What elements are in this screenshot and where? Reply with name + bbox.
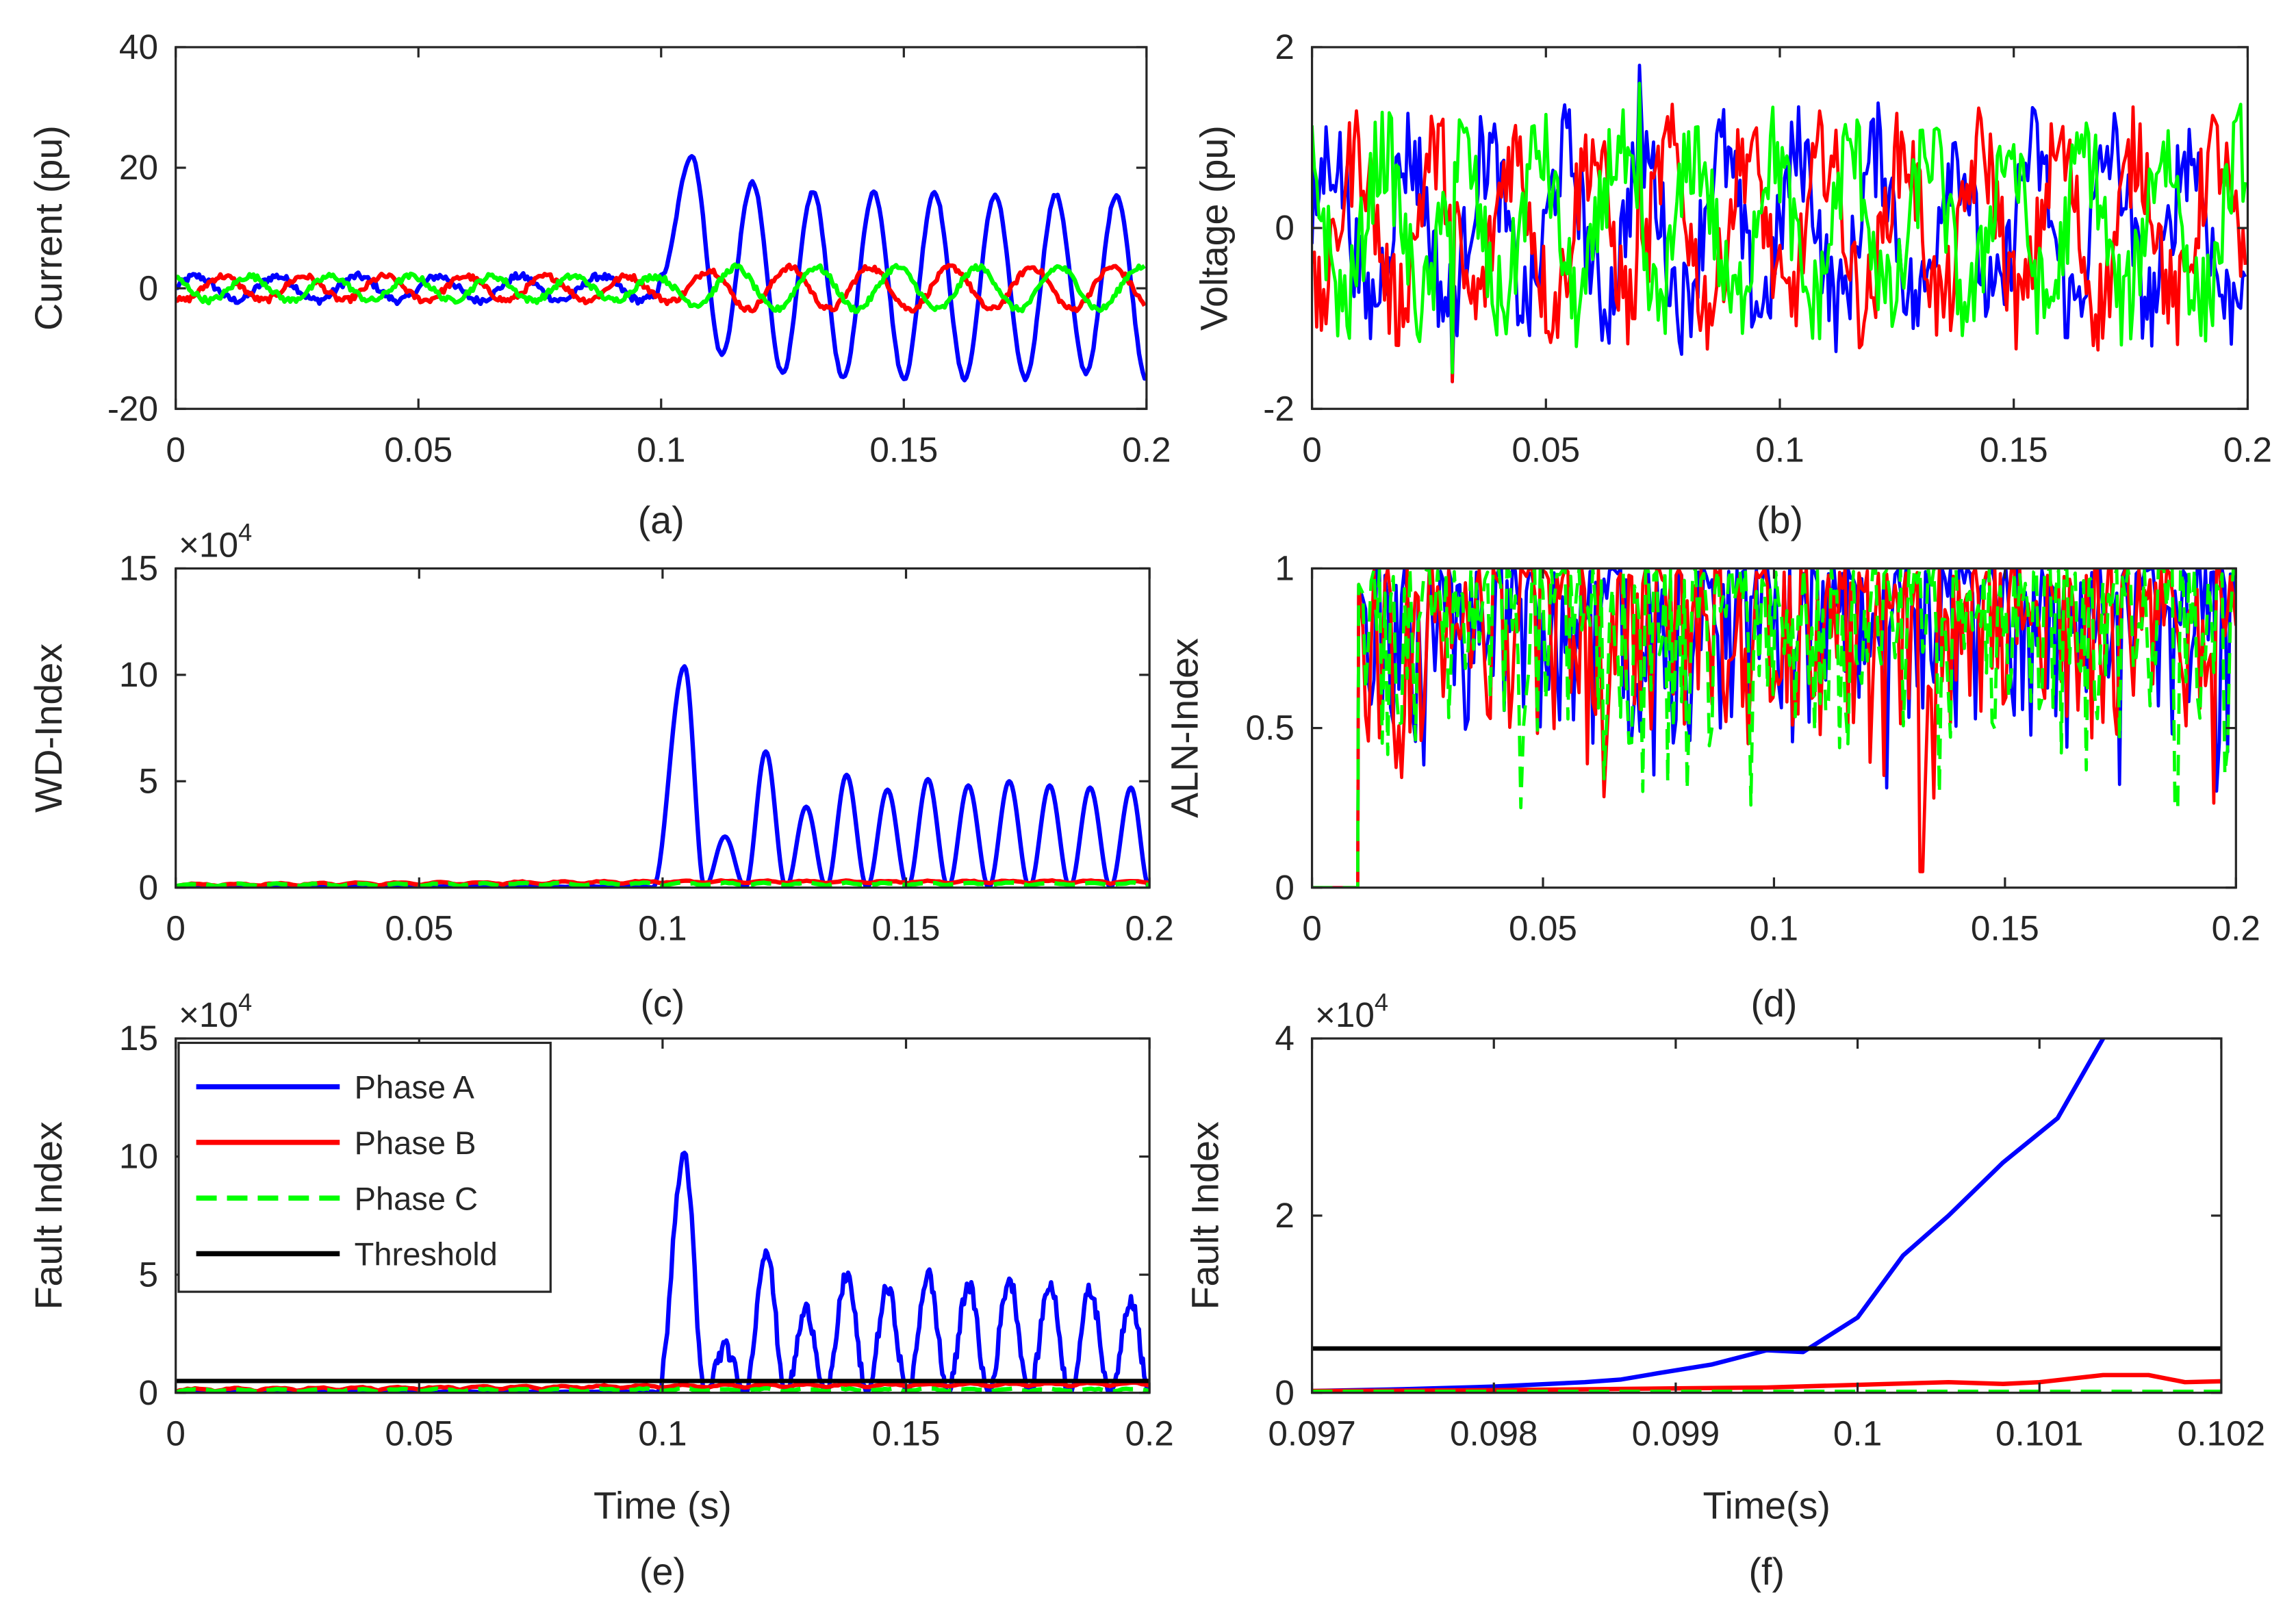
- svg-text:×104: ×104: [179, 988, 252, 1034]
- y-axis-label: Current (pu): [27, 125, 70, 331]
- plot-area: [175, 47, 1147, 409]
- y-tick-label: 15: [119, 1019, 158, 1058]
- x-tick-label: 0.05: [384, 430, 452, 469]
- x-tick-label: 0.098: [1450, 1414, 1538, 1453]
- series-group: [175, 154, 1147, 383]
- y-axis-label: Voltage (pu): [1193, 125, 1236, 331]
- x-tick-label: 0: [166, 1414, 186, 1453]
- svg-text:×104: ×104: [179, 518, 252, 565]
- axis-exponent: ×104: [1315, 988, 1388, 1034]
- x-tick-label: 0.101: [1995, 1414, 2083, 1453]
- panel-caption: (d): [1750, 982, 1797, 1025]
- y-tick-label: 0: [1275, 868, 1294, 907]
- y-tick-label: 20: [119, 148, 158, 187]
- y-tick-label: 0.5: [1246, 708, 1294, 747]
- y-tick-label: 40: [119, 27, 158, 66]
- x-tick-label: 0.102: [2178, 1414, 2265, 1453]
- x-tick-label: 0.05: [1509, 909, 1577, 948]
- x-tick-label: 0.2: [1125, 909, 1173, 948]
- x-tick-label: 0.05: [1511, 430, 1580, 469]
- panel-e: 0 0.05 0.1 0.15 0.2 0 5 10 15 ×104 Fault Index Time…: [27, 988, 1174, 1592]
- axis-exponent: ×104: [179, 518, 252, 565]
- x-tick-label: 0.05: [385, 1414, 453, 1453]
- y-tick-label: 2: [1275, 1196, 1294, 1235]
- x-tick-label: 0: [166, 909, 186, 948]
- series-phase-a: [1312, 63, 2247, 384]
- series-phase-a: [175, 154, 1147, 383]
- y-tick-label: 5: [138, 1255, 158, 1294]
- y-tick-label: 4: [1275, 1019, 1294, 1058]
- axis-exponent: ×104: [179, 988, 252, 1034]
- panel-f: 0.097 0.098 0.099 0.1 0.101 0.102 0 2 4 ×104 Fault…: [1184, 988, 2265, 1592]
- x-axis-label: Time(s): [1703, 1485, 1831, 1527]
- panel-caption: (e): [639, 1550, 686, 1593]
- y-axis-label: ALN-Index: [1164, 638, 1206, 818]
- panel-d: 0 0.05 0.1 0.15 0.2 0 0.5 1 ALN-Index (d): [1164, 549, 2260, 1025]
- x-tick-label: 0.15: [1980, 430, 2048, 469]
- legend-label: Phase C: [355, 1180, 478, 1216]
- x-tick-label: 0: [166, 430, 186, 469]
- series-group: [1312, 63, 2247, 384]
- series-phase-b: [175, 262, 1147, 314]
- svg-text:×104: ×104: [1315, 988, 1388, 1034]
- y-axis-label: Fault Index: [1184, 1121, 1227, 1309]
- y-tick-label: 0: [1275, 208, 1294, 247]
- series-phase-b: [1312, 99, 2247, 384]
- series-phase-c: [1312, 81, 2247, 374]
- plot-area: [1312, 1038, 2221, 1393]
- panel-caption: (b): [1757, 499, 1803, 541]
- y-tick-label: 0: [138, 1373, 158, 1412]
- series-phase-b: [1312, 1372, 2221, 1393]
- y-tick-label: -20: [107, 389, 158, 428]
- y-tick-label: 5: [138, 761, 158, 800]
- x-tick-label: 0.1: [1750, 909, 1798, 948]
- x-axis-label: Time (s): [594, 1485, 732, 1527]
- y-tick-label: 2: [1275, 27, 1294, 66]
- x-tick-label: 0.1: [1755, 430, 1804, 469]
- x-tick-label: 0.1: [638, 1414, 687, 1453]
- x-tick-label: 0: [1302, 909, 1322, 948]
- series-phase-c: [1312, 568, 2236, 888]
- y-tick-label: 0: [1275, 1373, 1294, 1412]
- x-tick-label: 0.2: [2223, 430, 2272, 469]
- x-tick-label: 0.15: [1971, 909, 2039, 948]
- series-phase-c: [175, 262, 1146, 314]
- series-phase-a: [175, 664, 1150, 888]
- x-tick-label: 0: [1302, 430, 1322, 469]
- y-tick-label: 0: [138, 268, 158, 307]
- y-tick-label: 10: [119, 1137, 158, 1176]
- y-axis-label: WD-Index: [27, 643, 70, 813]
- x-tick-label: 0.2: [1122, 430, 1171, 469]
- x-tick-label: 0.15: [872, 909, 941, 948]
- x-tick-label: 0.099: [1632, 1414, 1720, 1453]
- x-tick-label: 0.1: [637, 430, 685, 469]
- panel-caption: (c): [640, 982, 685, 1025]
- x-tick-label: 0.2: [1125, 1414, 1173, 1453]
- y-tick-label: 1: [1275, 549, 1294, 588]
- legend: Phase A Phase B Phase C Threshold: [177, 1041, 552, 1293]
- x-tick-label: 0.15: [869, 430, 938, 469]
- legend-label: Threshold: [355, 1236, 498, 1273]
- y-tick-label: 10: [119, 655, 158, 694]
- x-tick-label: 0.2: [2212, 909, 2260, 948]
- panel-c: 0 0.05 0.1 0.15 0.2 0 5 10 15 ×104 WD-Index (c): [27, 518, 1174, 1025]
- y-axis-label: Fault Index: [27, 1121, 70, 1309]
- panel-caption: (a): [638, 499, 685, 541]
- x-tick-label: 0.1: [638, 909, 687, 948]
- panel-caption: (f): [1748, 1550, 1785, 1593]
- legend-label: Phase B: [355, 1125, 476, 1161]
- y-tick-label: 0: [138, 868, 158, 907]
- x-tick-label: 0.15: [872, 1414, 941, 1453]
- x-tick-label: 0.097: [1268, 1414, 1355, 1453]
- x-tick-label: 0.05: [385, 909, 453, 948]
- y-tick-label: -2: [1263, 389, 1294, 428]
- x-tick-label: 0.1: [1833, 1414, 1882, 1453]
- legend-label: Phase A: [355, 1069, 475, 1106]
- y-tick-label: 15: [119, 549, 158, 588]
